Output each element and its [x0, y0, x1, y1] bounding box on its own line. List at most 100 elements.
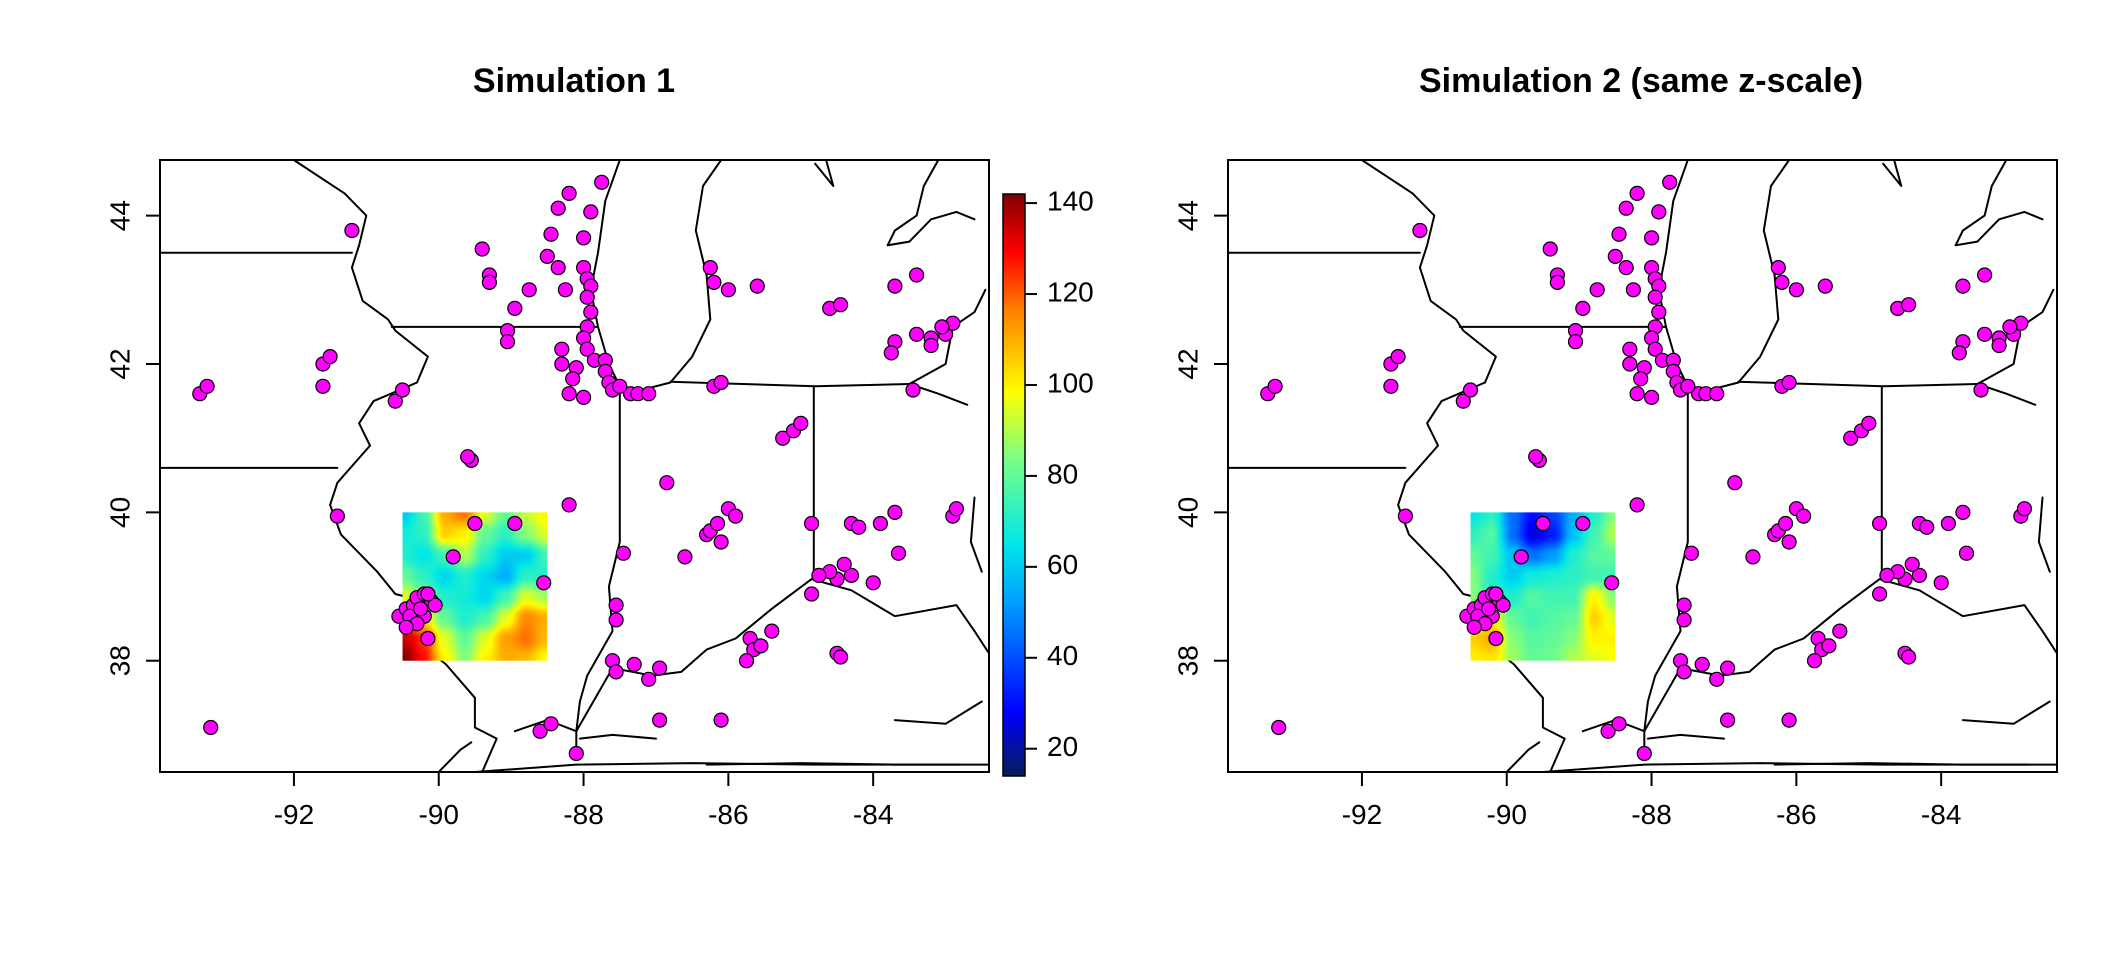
station-marker	[883, 345, 899, 361]
plot-frame	[159, 159, 990, 773]
station-marker	[832, 297, 849, 313]
station-marker	[1781, 712, 1797, 728]
station-marker	[1611, 226, 1627, 242]
station-marker	[1662, 174, 1678, 190]
station-marker	[1607, 248, 1623, 264]
boundary-line	[1686, 160, 1791, 391]
colorbar-tick-label: 40	[1047, 640, 1078, 671]
station-marker	[1629, 497, 1645, 513]
x-axis: -92 -90 -88 -86 -84	[1342, 772, 1961, 830]
station-marker	[557, 282, 574, 298]
station-marker	[608, 664, 624, 680]
station-marker	[1567, 334, 1584, 350]
station-marker	[1973, 382, 1989, 398]
station-marker	[1488, 586, 1504, 602]
station-marker	[615, 545, 632, 561]
station-marker	[764, 623, 780, 639]
station-marker	[460, 449, 476, 465]
station-marker	[1821, 638, 1837, 654]
boundary-line	[1643, 578, 2057, 733]
station-marker	[1919, 519, 1935, 535]
panel-title: Simulation 1	[473, 62, 675, 100]
boundary-line	[437, 741, 473, 772]
station-marker	[539, 248, 555, 264]
station-marker	[1991, 337, 2007, 354]
boundary-line	[589, 160, 621, 388]
station-marker	[1795, 508, 1812, 524]
station-marker	[706, 274, 722, 290]
station-marker	[1488, 630, 1504, 647]
station-marker	[1643, 230, 1660, 246]
station-marker	[561, 185, 577, 201]
boundary-line	[513, 719, 578, 759]
station-marker	[1480, 601, 1497, 617]
station-marker	[387, 393, 403, 409]
station-marker	[677, 549, 693, 565]
boundary-line	[578, 733, 657, 740]
boundary-line	[814, 160, 835, 187]
station-marker	[1676, 664, 1692, 680]
station-marker	[329, 508, 345, 524]
station-marker	[1911, 567, 1928, 584]
station-marker	[445, 549, 461, 565]
station-marker	[1777, 515, 1794, 532]
boundary-line	[1737, 380, 1979, 388]
station-marker	[608, 612, 624, 628]
station-marker	[413, 601, 429, 617]
station-marker	[1412, 222, 1428, 239]
y-axis: 38 40 42 44	[1172, 200, 1228, 676]
station-marker	[398, 619, 414, 635]
station-marker	[1719, 660, 1736, 676]
boundary-line	[1581, 719, 1646, 759]
y-tick-label: 44	[1172, 200, 1203, 231]
station-marker	[1267, 378, 1283, 394]
station-marker	[481, 274, 497, 290]
station-marker	[1683, 545, 1700, 561]
station-marker	[1676, 597, 1692, 613]
station-marker	[1951, 345, 1967, 361]
station-marker	[832, 649, 849, 665]
station-marker	[1651, 304, 1667, 320]
station-marker	[1611, 716, 1627, 732]
station-marker	[561, 386, 577, 402]
station-marker	[507, 300, 523, 316]
station-marker	[1618, 260, 1634, 276]
station-marker	[727, 508, 744, 524]
station-marker	[1636, 745, 1652, 762]
station-marker	[1955, 504, 1971, 521]
station-marker	[474, 241, 490, 257]
station-marker	[1383, 378, 1399, 394]
station-marker	[1622, 341, 1638, 357]
boundary-line	[1657, 160, 1689, 388]
x-tick-label: -88	[563, 799, 603, 830]
station-marker	[1955, 278, 1971, 294]
station-marker	[713, 712, 729, 728]
station-marker	[1817, 278, 1833, 294]
plot-frame	[1227, 159, 2058, 773]
station-markers	[192, 174, 965, 762]
station-marker	[1618, 200, 1634, 216]
station-marker	[803, 515, 820, 532]
station-marker	[583, 304, 599, 320]
station-marker	[1466, 619, 1482, 635]
x-tick-label: -90	[1487, 799, 1527, 830]
station-marker	[612, 378, 628, 394]
station-marker	[1709, 671, 1725, 687]
station-marker	[1719, 712, 1736, 728]
y-tick-label: 44	[104, 200, 135, 231]
station-marker	[420, 630, 436, 647]
panel-title: Simulation 2 (same z-scale)	[1419, 62, 1863, 100]
station-marker	[1629, 386, 1645, 402]
station-marker	[543, 226, 559, 242]
boundary-line	[618, 160, 723, 391]
station-marker	[1745, 549, 1761, 565]
boundary-line	[1961, 700, 2051, 725]
station-marker	[568, 745, 584, 762]
station-marker	[575, 230, 592, 246]
station-marker	[499, 334, 516, 350]
x-tick-label: -90	[419, 799, 459, 830]
station-marker	[1781, 534, 1797, 550]
station-marker	[720, 282, 737, 298]
station-marker	[554, 356, 570, 372]
